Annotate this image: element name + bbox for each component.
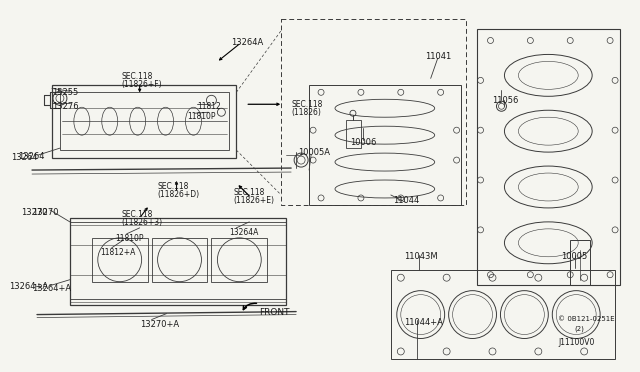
Text: 13270+A: 13270+A <box>140 320 179 328</box>
Text: SEC.118: SEC.118 <box>157 182 189 191</box>
Text: 13264+A: 13264+A <box>32 284 71 293</box>
Text: 11056: 11056 <box>493 96 519 105</box>
Text: FRONT: FRONT <box>259 308 290 317</box>
Text: 13276: 13276 <box>52 102 79 111</box>
Text: SEC.118: SEC.118 <box>122 73 153 81</box>
Text: 13264A: 13264A <box>229 228 259 237</box>
Text: 11812: 11812 <box>198 102 221 111</box>
Text: (11826+E): (11826+E) <box>234 196 275 205</box>
Text: J11100V0: J11100V0 <box>558 337 595 346</box>
Text: 13264: 13264 <box>12 153 38 162</box>
Text: 13264+A: 13264+A <box>9 282 48 291</box>
Text: (2): (2) <box>574 326 584 332</box>
Text: (11826+F): (11826+F) <box>122 80 163 89</box>
Text: 11810P: 11810P <box>188 112 216 121</box>
Text: SEC.118: SEC.118 <box>234 188 265 197</box>
Text: SEC.118: SEC.118 <box>122 210 153 219</box>
Text: SEC.118: SEC.118 <box>291 100 323 109</box>
Text: 10005: 10005 <box>561 252 588 261</box>
Text: (11826+3): (11826+3) <box>122 218 163 227</box>
Text: 11044: 11044 <box>393 196 419 205</box>
Text: (11826+D): (11826+D) <box>157 190 200 199</box>
Text: 10005A: 10005A <box>298 148 330 157</box>
Text: 11812+A: 11812+A <box>100 248 135 257</box>
Text: 11044+A: 11044+A <box>404 318 443 327</box>
Text: 10006: 10006 <box>350 138 376 147</box>
Text: 13270: 13270 <box>22 208 48 217</box>
Text: 11041: 11041 <box>425 52 451 61</box>
Text: 15255: 15255 <box>52 88 78 97</box>
Text: © 0B121-0251E: © 0B121-0251E <box>558 315 615 321</box>
Text: 13264A: 13264A <box>231 38 264 48</box>
Text: 11043M: 11043M <box>404 252 437 261</box>
Text: (11826): (11826) <box>291 108 321 117</box>
Text: 13264: 13264 <box>18 152 45 161</box>
Text: 11810P: 11810P <box>115 234 143 243</box>
Text: 13270: 13270 <box>32 208 58 217</box>
